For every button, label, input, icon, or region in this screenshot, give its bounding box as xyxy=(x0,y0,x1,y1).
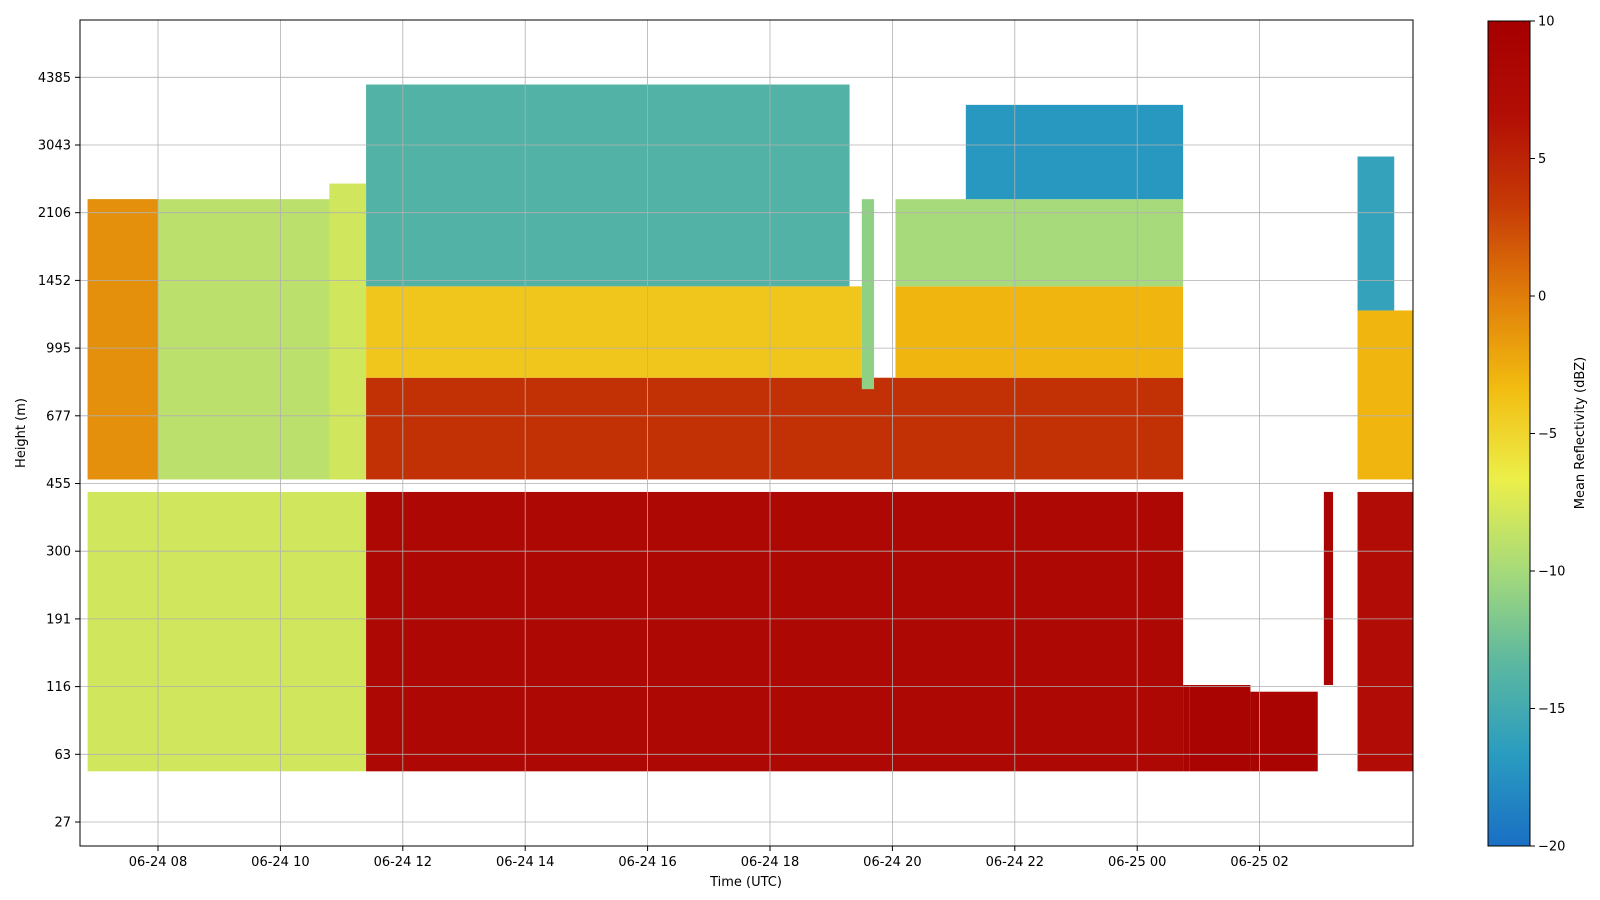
y-tick-label: 63 xyxy=(54,748,71,763)
heatmap-cell xyxy=(895,286,1184,378)
colorbar-tick-label: 5 xyxy=(1538,152,1546,167)
heatmap-cell xyxy=(1323,491,1334,686)
colorbar-tick-label: −20 xyxy=(1538,840,1565,855)
y-tick-label: 2106 xyxy=(38,206,71,221)
heatmap-cell xyxy=(366,84,850,287)
x-tick-label: 06-25 02 xyxy=(1230,855,1288,870)
x-tick-label: 06-24 16 xyxy=(618,855,676,870)
y-tick-label: 3043 xyxy=(38,139,71,154)
x-tick-label: 06-24 10 xyxy=(251,855,309,870)
x-tick-label: 06-24 12 xyxy=(374,855,432,870)
y-tick-label: 677 xyxy=(46,409,71,424)
x-tick-label: 06-24 08 xyxy=(129,855,187,870)
x-axis-ticks: 06-24 08 06-24 10 06-24 12 06-24 14 06-24 16… xyxy=(129,846,1289,870)
y-tick-label: 455 xyxy=(46,477,71,492)
colorbar-tick-label: −10 xyxy=(1538,565,1565,580)
y-axis-ticks: 27 63 116 191 300 455 677 995 1452 2106 3043 4385 xyxy=(38,71,80,831)
heatmap-cell xyxy=(1357,491,1413,772)
y-tick-label: 995 xyxy=(46,342,71,357)
x-axis-title: Time (UTC) xyxy=(709,875,782,890)
heatmap-cell xyxy=(1250,691,1318,772)
heatmap-cell xyxy=(1183,685,1190,772)
x-tick-label: 06-24 18 xyxy=(741,855,799,870)
y-tick-label: 300 xyxy=(46,545,71,560)
y-axis-title: Height (m) xyxy=(14,398,29,468)
y-tick-label: 116 xyxy=(46,680,71,695)
x-tick-label: 06-24 20 xyxy=(863,855,921,870)
colorbar-tick-label: −15 xyxy=(1538,702,1565,717)
plot-frame xyxy=(79,19,1414,847)
gridlines xyxy=(80,20,1413,846)
colorbar-tick-label: 0 xyxy=(1538,290,1546,305)
x-tick-label: 06-25 00 xyxy=(1108,855,1166,870)
y-tick-label: 4385 xyxy=(38,71,71,86)
heatmap-cell xyxy=(366,286,862,378)
colorbar-tick-label: −5 xyxy=(1538,427,1557,442)
colorbar-title: Mean Reflectivity (dBZ) xyxy=(1573,357,1588,510)
heatmap-cell xyxy=(861,199,875,390)
colorbar-tick-label: 10 xyxy=(1538,15,1555,30)
x-tick-label: 06-24 14 xyxy=(496,855,554,870)
heatmap-cell xyxy=(1189,685,1251,772)
y-tick-label: 191 xyxy=(46,612,71,627)
heatmap-cell xyxy=(1357,156,1395,311)
heatmap-cell xyxy=(366,377,1184,480)
y-tick-label: 1452 xyxy=(38,274,71,289)
colorbar-ticks: −20 −15 −10 −5 0 5 10 xyxy=(1530,15,1565,855)
colorbar xyxy=(1487,20,1531,847)
y-tick-label: 27 xyxy=(54,816,71,831)
heatmap xyxy=(87,84,1413,772)
heatmap-cell xyxy=(895,199,1184,287)
heatmap-cell xyxy=(965,104,1184,200)
x-tick-label: 06-24 22 xyxy=(986,855,1044,870)
heatmap-cell xyxy=(1357,310,1413,480)
heatmap-cell xyxy=(87,199,158,480)
heatmap-cell xyxy=(329,183,367,480)
heatmap-cell xyxy=(87,491,367,772)
heatmap-cell xyxy=(366,491,1184,772)
